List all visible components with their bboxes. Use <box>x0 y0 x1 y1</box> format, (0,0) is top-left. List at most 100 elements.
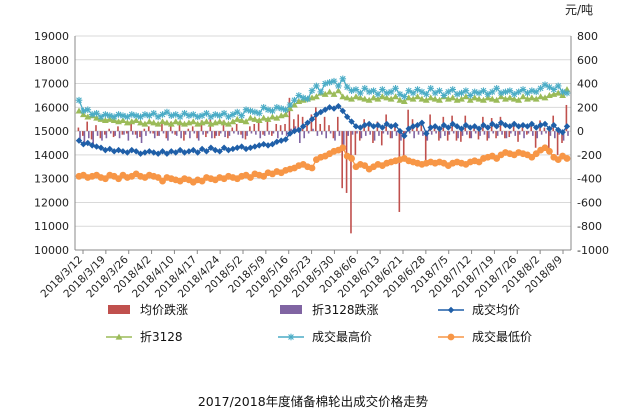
marker-stroke <box>212 111 219 118</box>
avg-price-point <box>300 123 307 130</box>
bar-avg-change <box>147 126 150 132</box>
bar-avg-change <box>112 131 115 138</box>
bar-zhe3128-change <box>417 131 420 135</box>
marker-stroke <box>238 112 245 119</box>
bar-zhe3128-change <box>272 131 275 134</box>
bar-zhe3128-change <box>479 131 481 136</box>
bar-zhe3128-change <box>426 131 429 141</box>
avg-price-point <box>119 148 127 155</box>
avg-price-point <box>392 121 399 129</box>
bar-avg-change <box>77 127 80 132</box>
max-price-point <box>299 94 307 102</box>
bar-avg-change <box>367 125 370 132</box>
bar-avg-change <box>288 97 291 132</box>
bar-zhe3128-change <box>136 131 138 139</box>
bar-zhe3128-change <box>206 131 209 134</box>
y-left-tick-label: 13000 <box>34 173 69 186</box>
marker-stroke <box>124 113 131 120</box>
avg-price-point <box>321 106 329 113</box>
bar-avg-change <box>222 120 225 132</box>
avg-price-point <box>124 149 131 156</box>
bar-avg-change <box>336 116 339 132</box>
bar-zhe3128-change <box>342 131 345 151</box>
bar-zhe3128-change <box>149 131 152 134</box>
bar-zhe3128-change <box>351 131 354 135</box>
max-price-point <box>277 105 285 112</box>
y-left-tick-label: 11000 <box>34 220 69 233</box>
max-price-point <box>211 111 219 118</box>
max-price-point <box>563 89 571 97</box>
bar-zhe3128-change <box>211 131 213 139</box>
bar-avg-change <box>143 128 146 132</box>
marker-stroke <box>76 97 82 104</box>
bar-avg-change <box>306 123 308 132</box>
marker-stroke <box>203 110 210 117</box>
bar-zhe3128-change <box>395 131 398 136</box>
max-price-point <box>150 109 158 117</box>
bar-zhe3128-change <box>114 131 116 136</box>
bar-avg-change <box>398 131 401 212</box>
avg-price-point <box>172 149 179 156</box>
avg-price-point <box>418 119 426 126</box>
max-price-point <box>255 109 263 117</box>
bar-avg-change <box>213 131 216 139</box>
avg-price-point <box>251 143 259 150</box>
legend-label: 折3128跌涨 <box>312 302 379 317</box>
bar-avg-change <box>284 123 286 132</box>
avg-price-point <box>515 123 522 130</box>
avg-price-point <box>484 124 492 131</box>
chart-title: 2017/2018年度储备棉轮出成交价格走势 <box>198 394 429 409</box>
avg-price-point <box>374 121 382 129</box>
avg-price-point <box>141 149 149 156</box>
max-price-point <box>480 87 487 94</box>
bar-avg-change <box>548 131 550 153</box>
max-price-point <box>335 82 342 90</box>
zhe3128-point <box>150 119 158 126</box>
zhe3128-point <box>537 93 545 100</box>
zhe3128-point <box>510 95 518 102</box>
marker-stroke <box>243 106 249 113</box>
zhe3128-point <box>475 95 483 102</box>
zhe3128-point <box>291 101 298 108</box>
zhe3128-point <box>422 96 430 103</box>
max-price-point <box>317 88 325 96</box>
marker-stroke <box>102 111 109 118</box>
marker-stroke <box>533 89 540 95</box>
avg-price-point <box>449 120 456 128</box>
max-price-point <box>537 85 544 92</box>
bar-zhe3128-change <box>277 131 279 139</box>
bar-avg-change <box>108 128 110 132</box>
bar-zhe3128-change <box>523 131 525 139</box>
bar-avg-change <box>249 126 251 132</box>
avg-price-point <box>563 123 571 130</box>
marker-stroke <box>370 87 377 94</box>
legend-swatch-marker <box>287 333 295 341</box>
avg-price-point <box>361 121 368 129</box>
bar-zhe3128-change <box>452 131 455 134</box>
avg-price-point <box>150 149 157 156</box>
bar-zhe3128-change <box>285 131 288 136</box>
bar-zhe3128-change <box>299 131 301 143</box>
bar-zhe3128-change <box>496 131 499 136</box>
zhe3128-point <box>132 117 140 124</box>
avg-price-point <box>247 144 254 151</box>
marker-stroke <box>410 90 416 96</box>
max-price-point <box>128 111 136 118</box>
marker-stroke <box>265 106 271 113</box>
y-left-tick-label: 12000 <box>34 196 69 209</box>
bar-zhe3128-change <box>457 131 459 139</box>
bar-avg-change <box>191 126 194 132</box>
max-price-point <box>326 79 333 86</box>
avg-price-point <box>528 120 536 128</box>
marker-stroke <box>436 87 443 94</box>
marker-stroke <box>164 109 170 115</box>
max-price-point <box>370 87 377 94</box>
avg-price-point <box>546 125 553 132</box>
avg-price-point <box>423 130 430 137</box>
legend-item: 折3128 <box>106 329 183 344</box>
marker-stroke <box>449 86 456 93</box>
max-price-point <box>497 89 505 97</box>
bar-zhe3128-change <box>545 131 547 134</box>
bar-avg-change <box>543 127 546 132</box>
bar-avg-change <box>420 121 423 132</box>
